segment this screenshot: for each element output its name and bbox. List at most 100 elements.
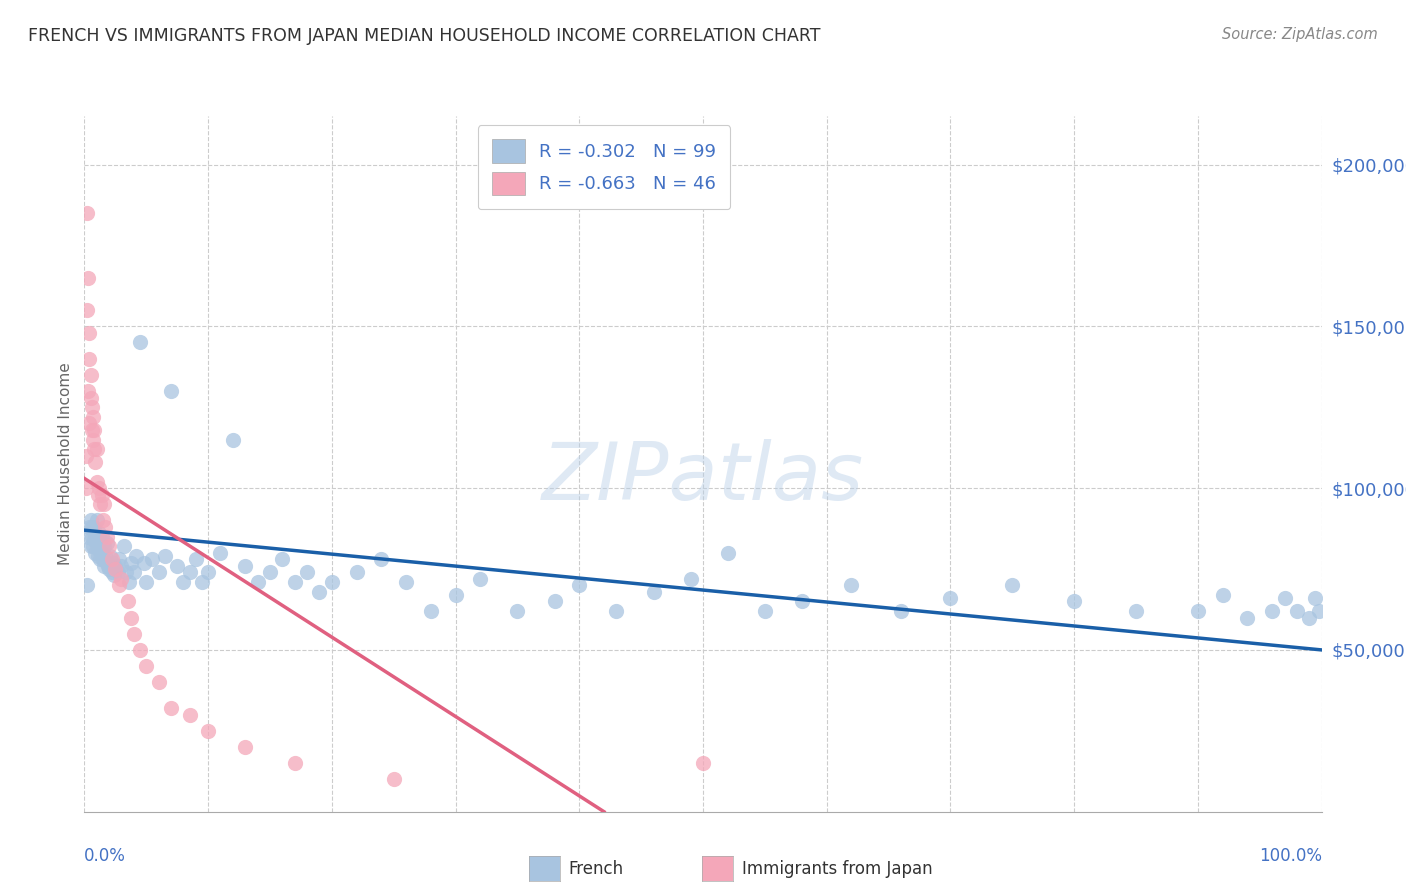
Point bbox=[308, 584, 330, 599]
Point bbox=[568, 578, 591, 592]
Point bbox=[1305, 591, 1327, 606]
Point bbox=[382, 772, 405, 787]
Point bbox=[91, 513, 114, 527]
Point bbox=[679, 572, 702, 586]
Point bbox=[91, 552, 114, 566]
Point bbox=[506, 604, 529, 618]
Point bbox=[120, 556, 142, 570]
Point bbox=[112, 540, 135, 554]
Point bbox=[692, 756, 714, 771]
Point bbox=[97, 558, 120, 573]
Point bbox=[104, 558, 127, 573]
Point bbox=[117, 594, 139, 608]
Point bbox=[115, 566, 138, 580]
Point bbox=[93, 540, 115, 554]
Point bbox=[135, 574, 157, 589]
Point bbox=[122, 566, 145, 580]
Point bbox=[1001, 578, 1024, 592]
Point bbox=[271, 552, 294, 566]
Point bbox=[643, 584, 665, 599]
Point bbox=[89, 552, 111, 566]
Point bbox=[129, 643, 152, 657]
Point bbox=[79, 540, 101, 554]
Legend: R = -0.302   N = 99, R = -0.663   N = 46: R = -0.302 N = 99, R = -0.663 N = 46 bbox=[478, 125, 731, 210]
Point bbox=[103, 568, 125, 582]
Text: French: French bbox=[568, 860, 624, 878]
Point bbox=[82, 540, 104, 554]
Point bbox=[1236, 610, 1258, 624]
Point bbox=[80, 423, 103, 437]
Point bbox=[148, 566, 170, 580]
Text: 100.0%: 100.0% bbox=[1258, 847, 1322, 864]
Point bbox=[209, 546, 232, 560]
Point bbox=[1125, 604, 1147, 618]
Point bbox=[284, 756, 307, 771]
Point bbox=[96, 536, 118, 550]
Point bbox=[1063, 594, 1085, 608]
Point bbox=[179, 707, 201, 722]
Point bbox=[89, 542, 111, 557]
Point bbox=[135, 659, 157, 673]
Point bbox=[222, 433, 245, 447]
Point bbox=[79, 513, 101, 527]
Point bbox=[83, 423, 105, 437]
Point bbox=[790, 594, 813, 608]
Point bbox=[160, 701, 183, 715]
Point bbox=[89, 497, 111, 511]
Point bbox=[108, 578, 131, 592]
Point bbox=[295, 566, 318, 580]
Point bbox=[841, 578, 863, 592]
Point bbox=[93, 558, 115, 573]
Point bbox=[191, 574, 214, 589]
Y-axis label: Median Household Income: Median Household Income bbox=[58, 362, 73, 566]
Point bbox=[87, 530, 110, 544]
Point bbox=[77, 384, 100, 398]
Point bbox=[890, 604, 912, 618]
Point bbox=[444, 588, 467, 602]
Point bbox=[259, 566, 281, 580]
Point bbox=[148, 675, 170, 690]
Point bbox=[90, 530, 112, 544]
Point bbox=[321, 574, 343, 589]
Point bbox=[80, 520, 103, 534]
Point bbox=[82, 523, 104, 537]
Point bbox=[107, 566, 129, 580]
Point bbox=[94, 549, 117, 563]
Point bbox=[77, 270, 100, 285]
Point bbox=[100, 552, 122, 566]
Point bbox=[1187, 604, 1209, 618]
Point bbox=[118, 574, 141, 589]
Point bbox=[395, 574, 418, 589]
Point bbox=[122, 626, 145, 640]
Point bbox=[90, 546, 112, 560]
Point bbox=[370, 552, 392, 566]
Point bbox=[83, 533, 105, 547]
Point bbox=[86, 536, 108, 550]
Text: Source: ZipAtlas.com: Source: ZipAtlas.com bbox=[1222, 27, 1378, 42]
Point bbox=[166, 558, 188, 573]
Text: 0.0%: 0.0% bbox=[84, 847, 127, 864]
Point bbox=[94, 520, 117, 534]
Point bbox=[184, 552, 207, 566]
Point bbox=[84, 546, 107, 560]
Point bbox=[79, 417, 101, 431]
Point bbox=[1298, 610, 1320, 624]
Point bbox=[76, 206, 98, 220]
Point bbox=[101, 556, 124, 570]
Point bbox=[77, 530, 100, 544]
Point bbox=[79, 391, 101, 405]
Point bbox=[84, 526, 107, 541]
Point bbox=[179, 566, 201, 580]
Point bbox=[153, 549, 176, 563]
Point bbox=[96, 556, 118, 570]
Point bbox=[79, 351, 101, 366]
Point bbox=[79, 520, 101, 534]
Point bbox=[98, 562, 121, 576]
Point bbox=[1261, 604, 1284, 618]
Point bbox=[129, 335, 152, 350]
Point bbox=[82, 409, 104, 424]
Point bbox=[233, 739, 256, 754]
Point bbox=[89, 533, 111, 547]
Point bbox=[104, 562, 127, 576]
Point bbox=[82, 433, 104, 447]
